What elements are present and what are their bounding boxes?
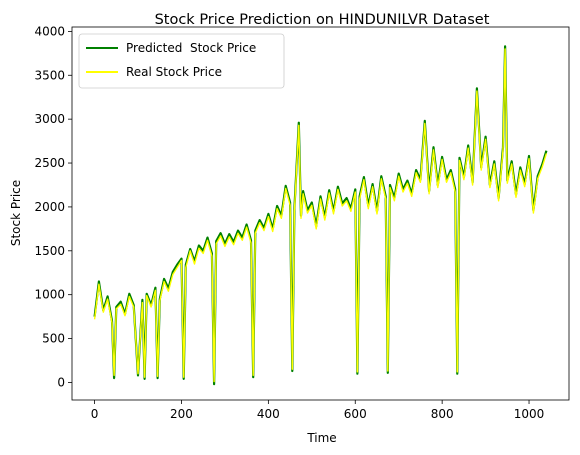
y-axis-label: Stock Price — [9, 180, 23, 246]
y-tick-label: 3000 — [34, 112, 65, 126]
y-tick-label: 3500 — [34, 68, 65, 82]
series-layer — [93, 45, 548, 386]
y-tick-label: 1500 — [34, 244, 65, 258]
x-tick-label: 400 — [257, 407, 280, 421]
plot-frame — [71, 26, 570, 401]
x-tick-label: 1000 — [514, 407, 545, 421]
y-tick-label: 2500 — [34, 156, 65, 170]
x-tick-label: 0 — [91, 407, 99, 421]
legend-label-real: Real Stock Price — [126, 65, 222, 79]
x-axis-label: Time — [306, 431, 336, 445]
x-tick-label: 800 — [431, 407, 454, 421]
y-tick-label: 2000 — [34, 200, 65, 214]
y-tick-label: 4000 — [34, 24, 65, 38]
y-tick-label: 0 — [57, 375, 65, 389]
x-tick-label: 600 — [344, 407, 367, 421]
chart-title: Stock Price Prediction on HINDUNILVR Dat… — [155, 12, 490, 28]
x-tick-label: 200 — [170, 407, 193, 421]
series-line-real — [93, 48, 548, 383]
y-tick-label: 500 — [42, 332, 65, 346]
ticks-layer: 0 200 400 600 800 1000 0 500 1000 1500 2000 2500 300… — [34, 24, 544, 421]
y-tick-label: 1000 — [34, 288, 65, 302]
legend-label-predicted: Predicted Stock Price — [126, 41, 256, 55]
series-line-predicted — [93, 45, 548, 386]
legend-box — [78, 33, 285, 89]
legend: Predicted Stock Price Real Stock Price — [78, 33, 285, 89]
